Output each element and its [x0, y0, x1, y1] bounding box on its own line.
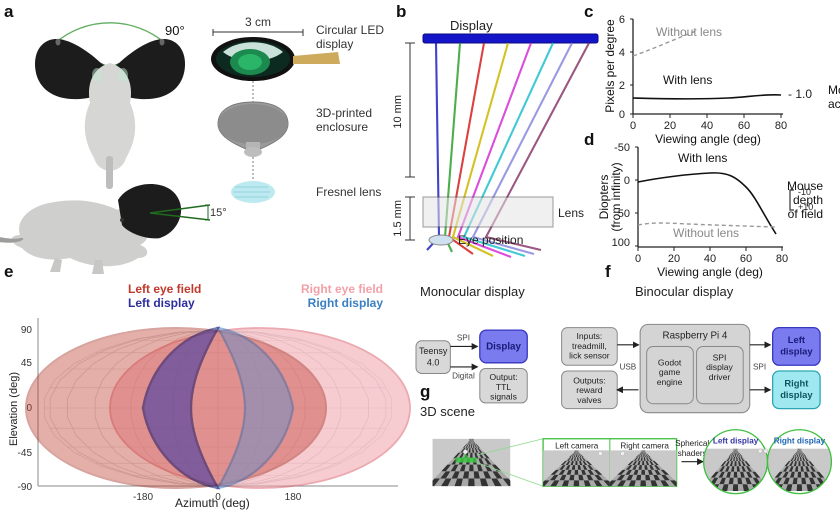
svg-text:display: display — [780, 389, 813, 400]
svg-text:2: 2 — [619, 80, 625, 92]
svg-text:-45: -45 — [18, 448, 33, 459]
svg-text:driver: driver — [709, 372, 731, 382]
svg-text:Mouse: Mouse — [787, 179, 823, 193]
svg-text:Pixels per degree: Pixels per degree — [603, 19, 617, 113]
svg-text:90°: 90° — [165, 23, 185, 38]
svg-text:signals: signals — [490, 392, 517, 402]
svg-text:Mouse: Mouse — [828, 83, 840, 97]
svg-text:0: 0 — [215, 492, 221, 503]
svg-text:acuity: acuity — [828, 97, 840, 111]
svg-text:Raspberry Pi 4: Raspberry Pi 4 — [663, 330, 728, 341]
svg-text:Left display: Left display — [713, 437, 759, 446]
svg-text:0: 0 — [630, 120, 636, 132]
svg-text:shaders: shaders — [678, 449, 707, 458]
svg-text:3D-printed: 3D-printed — [316, 106, 372, 120]
svg-text:Teensy: Teensy — [419, 346, 448, 356]
svg-text:reward: reward — [576, 385, 602, 395]
svg-text:Circular LED: Circular LED — [316, 23, 384, 37]
svg-text:valves: valves — [577, 395, 601, 405]
svg-text:-50: -50 — [614, 142, 630, 154]
svg-text:20: 20 — [668, 253, 680, 265]
svg-text:Left camera: Left camera — [555, 442, 599, 451]
svg-text:Lens: Lens — [558, 206, 584, 220]
svg-text:Display: Display — [486, 342, 521, 353]
svg-text:display: display — [316, 37, 353, 51]
svg-text:0: 0 — [619, 109, 625, 121]
svg-text:100: 100 — [612, 237, 630, 249]
svg-text:20: 20 — [664, 120, 676, 132]
svg-text:60: 60 — [738, 120, 750, 132]
svg-text:Output:: Output: — [489, 372, 517, 382]
svg-text:SPI: SPI — [457, 334, 470, 343]
svg-text:enclosure: enclosure — [316, 120, 368, 134]
svg-text:4.0: 4.0 — [427, 357, 440, 367]
svg-text:80: 80 — [775, 120, 787, 132]
svg-text:0: 0 — [635, 253, 641, 265]
svg-text:0: 0 — [624, 175, 630, 187]
svg-text:3 cm: 3 cm — [245, 15, 271, 29]
svg-text:Without lens: Without lens — [673, 226, 739, 240]
svg-text:lick sensor: lick sensor — [569, 351, 610, 361]
svg-text:Viewing angle (deg): Viewing angle (deg) — [657, 265, 763, 279]
svg-text:4: 4 — [619, 47, 625, 59]
svg-text:Digital: Digital — [452, 371, 475, 380]
svg-text:-90: -90 — [18, 482, 33, 493]
svg-text:90: 90 — [21, 325, 33, 336]
svg-text:Eye position: Eye position — [458, 233, 523, 247]
svg-text:game: game — [659, 367, 681, 377]
svg-text:treadmill,: treadmill, — [572, 341, 607, 351]
svg-text:TTL: TTL — [496, 382, 511, 392]
svg-text:engine: engine — [657, 377, 683, 387]
svg-text:6: 6 — [619, 14, 625, 26]
svg-text:Fresnel lens: Fresnel lens — [316, 185, 381, 199]
svg-text:60: 60 — [740, 253, 752, 265]
svg-text:Godot: Godot — [658, 357, 682, 367]
svg-text:Right display: Right display — [774, 437, 826, 446]
svg-text:(from infinity): (from infinity) — [609, 162, 623, 231]
svg-text:of field: of field — [788, 207, 823, 221]
svg-text:SPI: SPI — [753, 362, 766, 371]
svg-text:-180: -180 — [133, 492, 153, 503]
svg-text:Left: Left — [788, 334, 806, 345]
svg-text:Without lens: Without lens — [656, 25, 722, 39]
svg-text:Right camera: Right camera — [620, 442, 669, 451]
svg-text:Inputs:: Inputs: — [577, 331, 603, 341]
svg-text:display: display — [706, 362, 733, 372]
svg-text:40: 40 — [701, 120, 713, 132]
svg-text:USB: USB — [619, 362, 636, 371]
svg-text:display: display — [780, 346, 813, 357]
svg-text:Outputs:: Outputs: — [573, 375, 605, 385]
svg-text:80: 80 — [776, 253, 788, 265]
svg-text:SPI: SPI — [713, 352, 727, 362]
svg-text:With lens: With lens — [663, 73, 712, 87]
svg-text:Right: Right — [784, 378, 809, 389]
svg-text:depth: depth — [793, 193, 823, 207]
svg-text:- 1.0: - 1.0 — [788, 87, 812, 101]
svg-text:40: 40 — [704, 253, 716, 265]
svg-text:Spherical: Spherical — [675, 439, 709, 448]
svg-text:180: 180 — [285, 492, 302, 503]
svg-text:45: 45 — [21, 358, 33, 369]
svg-text:With lens: With lens — [678, 151, 727, 165]
